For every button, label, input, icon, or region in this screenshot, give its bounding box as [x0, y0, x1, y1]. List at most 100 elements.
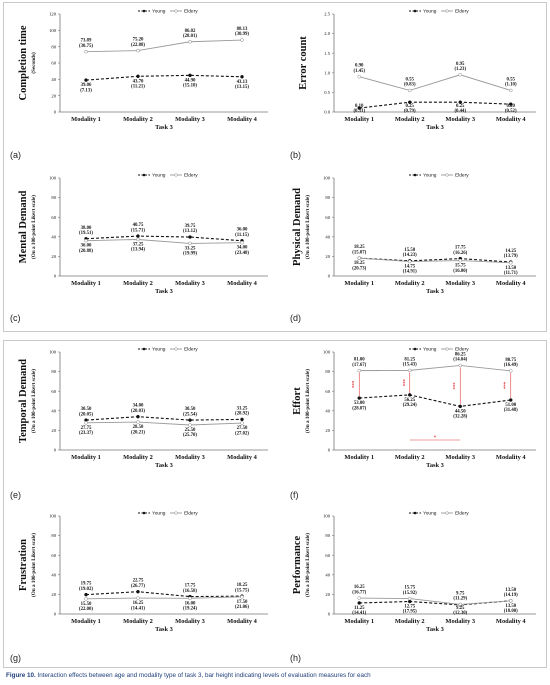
- panel-label-d: (d): [290, 313, 301, 323]
- sd-label-eldery: (28.01): [183, 34, 197, 39]
- y-tick-label: 100: [49, 350, 57, 355]
- series-eldery-line: [85, 596, 243, 600]
- data-label-eldery: 81.00: [354, 358, 365, 363]
- data-label-young: 30.50: [185, 407, 196, 412]
- data-label-eldery: 0.55: [406, 77, 415, 82]
- data-label-eldery: 81.25: [404, 357, 415, 362]
- y-tick-label: 80: [51, 369, 56, 374]
- y-tick-label: 60: [51, 553, 56, 558]
- data-label-young: 9.25: [456, 606, 465, 611]
- y-tick-label: 60: [325, 553, 330, 558]
- sd-label-eldery: (15.92): [403, 591, 417, 596]
- x-tick-label: Modality 1: [71, 280, 101, 287]
- sd-label-young: (20.05): [79, 412, 93, 417]
- series-eldery-point: [458, 363, 462, 368]
- sd-label-young: (32.28): [453, 415, 467, 420]
- series-young-point: [240, 417, 244, 422]
- y-tick-label: 0: [54, 274, 57, 279]
- legend: Young Eldery: [409, 347, 469, 353]
- x-tick-label: Modality 2: [395, 116, 425, 123]
- sd-label-young: (0.31): [353, 109, 365, 114]
- y-axis-sublabel: (On a 100-point Likert scale): [30, 533, 37, 597]
- series-young-point: [188, 418, 192, 422]
- data-label-eldery: 34.00: [237, 246, 248, 251]
- series-eldery-point: [136, 237, 140, 242]
- panel-label-f: (f): [290, 490, 299, 500]
- y-axis-sublabel: (On a 100-point Likert scale): [304, 533, 311, 597]
- series-eldery-point: [136, 596, 140, 600]
- panel-label-h: (h): [290, 653, 301, 663]
- sd-label-eldery: (19.99): [183, 252, 197, 257]
- sd-label-young: (7.13): [80, 88, 92, 93]
- sd-label-eldery: (1.45): [353, 69, 365, 74]
- data-label-eldery: 86.25: [455, 352, 466, 357]
- series-eldery-point: [408, 259, 412, 264]
- data-label-eldery: 73.89: [81, 39, 92, 44]
- x-tick-label: Modality 4: [227, 280, 257, 287]
- data-label-young: 14.25: [505, 249, 516, 254]
- data-label-young: 22.75: [133, 579, 144, 584]
- legend: Young Eldery: [138, 347, 198, 353]
- data-label-eldery: 13.50: [505, 266, 516, 271]
- data-label-eldery: 13.50: [505, 604, 516, 609]
- series-eldery-line: [359, 74, 511, 91]
- legend-eldery-label: Eldery: [455, 511, 469, 517]
- x-axis-label: Task 3: [426, 124, 444, 131]
- x-tick-label: Modality 1: [71, 116, 101, 123]
- y-tick-label: 20: [51, 428, 56, 433]
- legend: Young Eldery: [138, 173, 198, 179]
- data-label-young: 18.25: [354, 245, 365, 250]
- data-label-young: 39.75: [185, 224, 196, 229]
- legend-young-label: Young: [423, 511, 437, 517]
- y-tick-label: 40: [51, 234, 56, 239]
- series-eldery-point: [509, 369, 513, 373]
- sd-label-young: (0.79): [404, 109, 416, 114]
- legend: Young Eldery: [138, 511, 198, 517]
- legend-young-marker: [142, 173, 146, 177]
- data-label-young: 39.06: [81, 83, 92, 88]
- sd-label-eldery: (18.00): [504, 609, 518, 614]
- data-label-eldery: 37.25: [133, 242, 144, 247]
- sd-label-eldery: (21.06): [235, 605, 249, 610]
- y-tick-label: 40: [325, 572, 330, 577]
- sd-label-eldery: (11.29): [453, 597, 467, 602]
- data-label-young: 0.10: [355, 104, 364, 109]
- series-eldery-line: [85, 239, 243, 244]
- data-label-young: 56.25: [404, 398, 415, 403]
- legend: Young Eldery: [409, 173, 469, 179]
- legend-eldery-label: Eldery: [455, 9, 469, 15]
- sig-stars: ***: [403, 378, 408, 386]
- legend-young-label: Young: [423, 9, 437, 15]
- y-tick-label: 60: [325, 215, 330, 220]
- series-eldery-point: [240, 240, 244, 245]
- x-tick-label: Modality 3: [445, 280, 475, 287]
- data-label-eldery: 27.50: [237, 426, 248, 431]
- legend: Young Eldery: [409, 9, 469, 15]
- x-tick-label: Modality 1: [344, 116, 374, 123]
- sd-label-eldery: (17.67): [352, 363, 366, 368]
- legend-eldery-marker: [174, 9, 178, 13]
- series-eldery-point: [84, 238, 88, 243]
- series-eldery-point: [509, 599, 513, 603]
- y-tick-label: 40: [325, 408, 330, 413]
- data-label-young: 30.50: [81, 407, 92, 412]
- series-eldery-point: [136, 48, 140, 53]
- data-label-eldery: 25.50: [185, 428, 196, 433]
- x-tick-label: Modality 2: [395, 618, 425, 625]
- legend-eldery-marker: [445, 347, 449, 351]
- sd-label-young: (13.12): [183, 229, 197, 234]
- x-axis-label: Task 3: [426, 626, 444, 633]
- x-tick-label: Modality 4: [227, 618, 257, 625]
- series-eldery-point: [188, 241, 192, 246]
- sd-label-young: (12.30): [453, 611, 467, 616]
- chart-f: 0 20 40 60 80 100 Modality 1 Modality 2 Modality…: [292, 347, 536, 469]
- x-axis-label: Task 3: [155, 462, 173, 469]
- sd-label-young: (29.24): [403, 403, 417, 408]
- series-young-point: [136, 589, 140, 594]
- sd-label-young: (17.95): [403, 610, 417, 615]
- x-tick-label: Modality 1: [344, 280, 374, 287]
- series-young-line: [359, 394, 511, 407]
- sd-label-eldery: (27.02): [235, 431, 249, 436]
- legend-young-marker: [142, 347, 146, 351]
- legend-eldery-label: Eldery: [184, 511, 198, 517]
